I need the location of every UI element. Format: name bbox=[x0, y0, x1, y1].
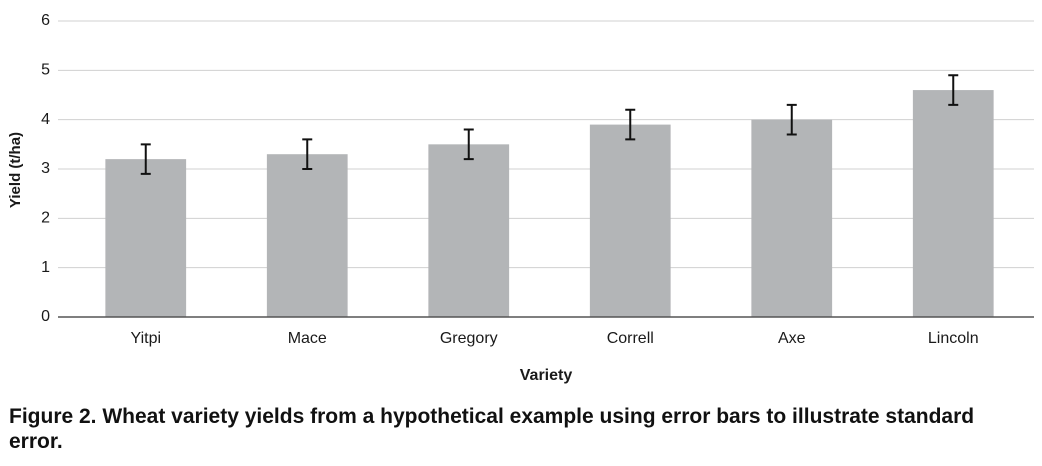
error-bar bbox=[625, 108, 636, 141]
error-bar bbox=[948, 74, 959, 106]
x-axis-label: Variety bbox=[520, 367, 573, 384]
caption: Figure 2. Wheat variety yields from a hy… bbox=[9, 405, 975, 453]
bar bbox=[589, 124, 671, 317]
x-tick-label: Yitpi bbox=[130, 330, 161, 347]
error-bar bbox=[302, 138, 313, 170]
bar bbox=[751, 119, 833, 318]
x-tick-label: Axe bbox=[778, 330, 806, 347]
bar bbox=[105, 159, 187, 317]
y-axis-label: Yield (t/ha) bbox=[7, 132, 24, 208]
x-tick-label: Correll bbox=[607, 330, 654, 347]
bar bbox=[428, 144, 510, 317]
y-tick-label: 6 bbox=[41, 12, 50, 29]
y-tick-label: 1 bbox=[41, 259, 50, 276]
y-tick-label: 3 bbox=[41, 160, 50, 177]
bar bbox=[266, 154, 348, 317]
error-bar bbox=[463, 128, 474, 161]
bar bbox=[912, 90, 994, 317]
y-tick-label: 5 bbox=[41, 62, 50, 79]
x-tick-label: Gregory bbox=[440, 330, 498, 347]
x-tick-label: Lincoln bbox=[928, 330, 979, 347]
y-tick-label: 2 bbox=[41, 210, 50, 227]
y-tick-label: 0 bbox=[41, 308, 50, 325]
y-tick-label: 4 bbox=[41, 111, 50, 128]
error-bar bbox=[786, 103, 797, 136]
x-tick-label: Mace bbox=[288, 330, 327, 347]
error-bar bbox=[140, 143, 151, 175]
chart: Variety Yield (t/ha) 0 1 2 3 4 5 6 Yitpi Mace Gre… bbox=[7, 12, 1034, 384]
